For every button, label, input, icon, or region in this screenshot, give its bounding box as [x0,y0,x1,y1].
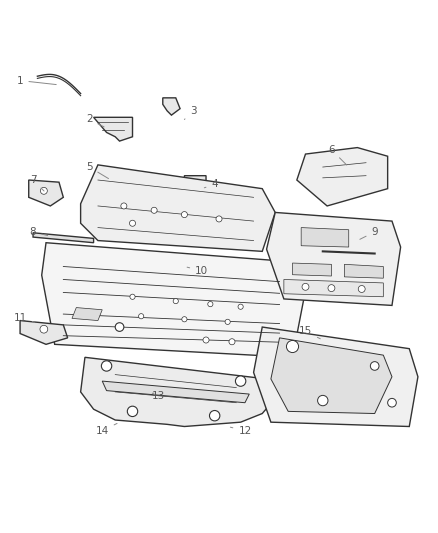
Circle shape [138,313,144,319]
Circle shape [229,338,235,345]
Circle shape [225,319,230,325]
Circle shape [328,285,335,292]
Circle shape [40,325,48,333]
Circle shape [127,406,138,417]
Polygon shape [102,381,249,403]
Circle shape [302,284,309,290]
Circle shape [40,188,47,195]
Polygon shape [81,357,275,426]
Polygon shape [267,213,401,305]
Polygon shape [184,176,206,191]
Circle shape [286,341,299,352]
Text: 11: 11 [14,313,35,324]
Circle shape [121,203,127,209]
Polygon shape [293,263,332,276]
Polygon shape [271,338,392,414]
Text: 3: 3 [184,106,196,119]
Polygon shape [94,117,133,141]
Circle shape [115,322,124,332]
Circle shape [101,361,112,371]
Circle shape [130,220,135,227]
Circle shape [130,294,135,300]
Polygon shape [344,264,383,278]
Text: 12: 12 [230,426,251,436]
Circle shape [209,410,220,421]
Circle shape [173,298,178,304]
Polygon shape [163,98,180,115]
Circle shape [388,398,396,407]
Polygon shape [301,228,349,247]
Polygon shape [297,148,388,206]
Text: 9: 9 [360,227,378,239]
Text: 2: 2 [86,115,104,127]
Circle shape [236,376,246,386]
Text: 6: 6 [328,145,347,165]
Circle shape [216,216,222,222]
Polygon shape [81,165,275,252]
Text: 13: 13 [152,391,165,401]
Polygon shape [33,233,94,243]
Circle shape [208,302,213,306]
Text: 15: 15 [299,326,320,339]
Circle shape [182,317,187,322]
Text: 5: 5 [86,162,109,179]
Text: 4: 4 [205,179,218,189]
Circle shape [151,207,157,213]
Circle shape [238,304,243,309]
Text: 14: 14 [95,423,117,436]
Text: 1: 1 [17,76,56,86]
Circle shape [358,286,365,293]
Text: 8: 8 [30,227,48,237]
Polygon shape [254,327,418,426]
Text: 7: 7 [30,175,44,191]
Polygon shape [42,243,305,357]
Polygon shape [20,320,67,344]
Polygon shape [72,308,102,320]
Circle shape [181,212,187,217]
Polygon shape [29,180,64,206]
Circle shape [203,337,209,343]
Text: 10: 10 [187,266,208,276]
Circle shape [318,395,328,406]
Polygon shape [284,279,383,297]
Circle shape [371,361,379,370]
